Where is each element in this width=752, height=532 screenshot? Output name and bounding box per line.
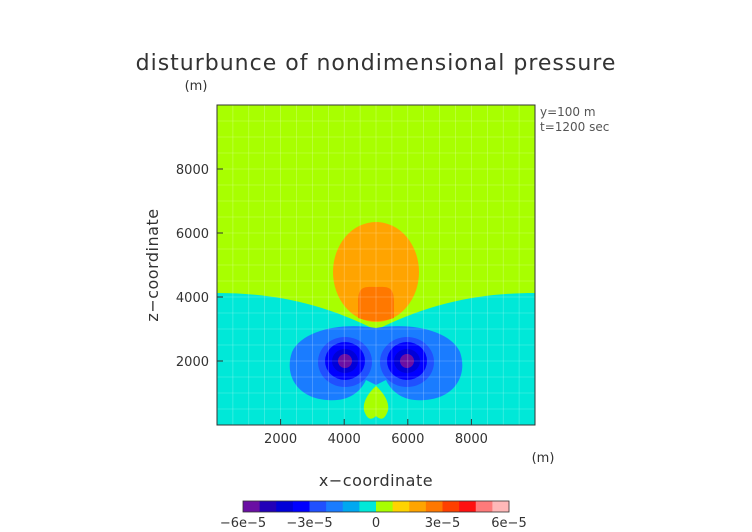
x-tick-label: 8000 (455, 432, 488, 447)
colorbar-swatch (475, 501, 493, 512)
colorbar-tick-label: 6e−5 (491, 516, 526, 531)
z-unit-label: (m) (185, 79, 208, 94)
y-axis-ticks: 2000 4000 6000 8000 (176, 163, 223, 370)
contour-central-high-core (358, 286, 394, 321)
colorbar (242, 500, 510, 513)
colorbar-swatch (425, 501, 443, 512)
annotation-y: y=100 m (540, 105, 596, 119)
contour-right-low-4 (400, 354, 414, 368)
plot-area: 2000 4000 6000 8000 2000 4000 6000 8000 (176, 104, 536, 447)
y-tick-label: 6000 (176, 227, 209, 242)
chart-title: disturbunce of nondimensional pressure (136, 51, 617, 76)
contour-central-high (333, 222, 419, 322)
contour-left-low-4 (338, 354, 352, 368)
x-tick-label: 2000 (264, 432, 297, 447)
colorbar-swatch (259, 501, 277, 512)
colorbar-swatch (276, 501, 294, 512)
colorbar-swatch (326, 501, 344, 512)
colorbar-swatch (376, 501, 394, 512)
colorbar-swatch (292, 501, 310, 512)
x-tick-label: 6000 (391, 432, 424, 447)
grid (217, 105, 535, 425)
y-axis-label: z−coordinate (143, 208, 162, 321)
contour-bottom-high (363, 386, 389, 419)
x-axis-ticks: 2000 4000 6000 8000 (264, 419, 488, 447)
x-tick-label: 4000 (328, 432, 361, 447)
y-tick-label: 4000 (176, 291, 209, 306)
colorbar-swatch (392, 501, 410, 512)
colorbar-swatch (243, 501, 261, 512)
colorbar-swatch (309, 501, 327, 512)
colorbar-swatch (409, 501, 427, 512)
x-axis-label: x−coordinate (319, 471, 433, 490)
colorbar-swatch (442, 501, 460, 512)
colorbar-swatch (359, 501, 377, 512)
colorbar-ticks: −6e−5 −3e−5 0 3e−5 6e−5 (220, 516, 527, 531)
colorbar-frame (242, 500, 510, 513)
annotation-t: t=1200 sec (540, 120, 609, 134)
colorbar-swatch (492, 501, 510, 512)
colorbar-tick-label: −3e−5 (286, 516, 332, 531)
plot-frame (216, 104, 536, 426)
colorbar-tick-label: 0 (372, 516, 380, 531)
colorbar-swatch (459, 501, 477, 512)
colorbar-swatch (342, 501, 360, 512)
colorbar-tick-label: 3e−5 (425, 516, 460, 531)
colorbar-tick-label: −6e−5 (220, 516, 266, 531)
x-unit-label: (m) (532, 451, 555, 466)
y-tick-label: 2000 (176, 355, 209, 370)
y-tick-label: 8000 (176, 163, 209, 178)
